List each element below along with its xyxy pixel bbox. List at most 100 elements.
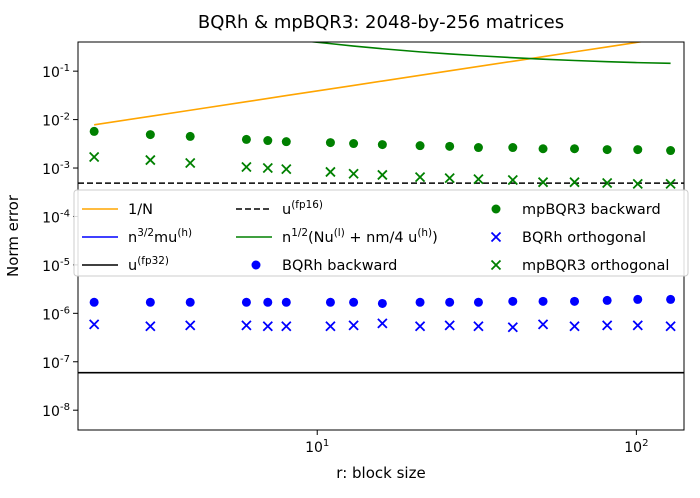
y-tick-label: 10-4 (42, 208, 70, 226)
marker-circle (415, 141, 425, 151)
marker-x (632, 320, 643, 331)
legend: 1/N n3/2mu(h) u(fp32) u(fp16) n1/2(Nu(l) + n… (73, 189, 689, 277)
marker-x (262, 321, 273, 332)
marker-circle (349, 139, 359, 149)
marker-circle (570, 144, 580, 154)
marker-x (262, 162, 273, 174)
marker-circle (570, 296, 580, 306)
y-tick-label: 10-7 (42, 354, 70, 372)
x-tick-label: 102 (624, 438, 648, 456)
legend-label: n1/2(Nu(l) + nm/4 u(h)) (282, 227, 438, 246)
marker-circle (377, 298, 387, 308)
marker-circle (508, 143, 518, 153)
marker-x (444, 172, 455, 184)
marker-circle (602, 145, 612, 155)
legend-marker (490, 259, 502, 271)
marker-x (89, 319, 100, 330)
marker-x (281, 321, 292, 332)
legend-box (73, 189, 689, 277)
marker-circle (349, 297, 359, 307)
marker-x (325, 321, 336, 332)
marker-circle (473, 297, 483, 307)
chart-title: BQRh & mpBQR3: 2048-by-256 matrices (198, 12, 564, 33)
legend-label: 1/N (128, 202, 153, 218)
series-line (306, 42, 671, 65)
marker-circle (89, 297, 99, 307)
marker-circle (185, 297, 195, 307)
marker-x (569, 177, 580, 188)
marker-x (241, 320, 252, 331)
marker-x (537, 177, 549, 188)
marker-x (507, 174, 518, 186)
marker-circle (263, 136, 273, 146)
x-tick-label: 101 (305, 438, 329, 456)
marker-x (665, 178, 676, 190)
legend-label: u(fp32) (128, 255, 169, 274)
marker-x (632, 178, 643, 190)
marker-x (185, 320, 196, 331)
legend-label: BQRh orthogonal (522, 230, 646, 246)
marker-x (377, 169, 388, 181)
legend-marker (490, 231, 502, 243)
legend-marker (491, 204, 501, 214)
marker-circle (325, 138, 335, 148)
marker-circle (538, 144, 548, 154)
y-tick-label: 10-8 (42, 402, 70, 420)
marker-x (89, 151, 100, 163)
y-tick-label: 10-6 (42, 305, 70, 323)
legend-label: mpBQR3 orthogonal (522, 258, 669, 274)
plot-area (78, 42, 684, 374)
marker-x (602, 320, 613, 331)
marker-x (473, 321, 484, 332)
x-axis-label: r: block size (336, 464, 425, 482)
marker-circle (325, 297, 335, 307)
legend-label: mpBQR3 backward (522, 202, 661, 218)
marker-x (348, 168, 359, 179)
marker-x (414, 321, 426, 332)
marker-circle (666, 146, 676, 156)
marker-circle (377, 140, 387, 150)
legend-marker (251, 260, 261, 270)
marker-circle (538, 296, 548, 306)
y-tick-label: 10-5 (42, 257, 70, 275)
marker-x (377, 318, 388, 329)
marker-circle (445, 141, 455, 151)
marker-circle (633, 294, 643, 304)
marker-x (325, 166, 336, 178)
marker-x (348, 320, 359, 331)
legend-label: n3/2mu(h) (128, 227, 192, 246)
marker-x (537, 319, 549, 330)
legend-label: BQRh backward (282, 258, 397, 274)
y-tick-label: 10-1 (42, 63, 70, 81)
marker-circle (633, 145, 643, 155)
marker-x (569, 321, 580, 332)
marker-circle (281, 297, 291, 307)
marker-x (145, 321, 156, 332)
marker-circle (145, 297, 155, 307)
marker-x (414, 171, 426, 183)
marker-circle (145, 130, 155, 140)
marker-circle (89, 126, 99, 136)
marker-x (281, 163, 292, 175)
y-axis-label: Norm error (4, 194, 22, 277)
marker-circle (185, 131, 195, 141)
marker-circle (263, 297, 273, 307)
y-tick-label: 10-2 (42, 112, 70, 130)
marker-circle (666, 294, 676, 304)
marker-circle (281, 137, 291, 147)
marker-circle (602, 295, 612, 305)
marker-x (145, 154, 156, 166)
marker-x (473, 173, 484, 185)
marker-circle (241, 134, 251, 144)
marker-x (602, 177, 613, 189)
marker-circle (473, 143, 483, 153)
marker-x (241, 161, 252, 173)
marker-x (444, 320, 455, 331)
series-line (94, 42, 645, 126)
marker-circle (415, 297, 425, 307)
marker-x (507, 322, 518, 333)
marker-circle (508, 296, 518, 306)
marker-circle (445, 297, 455, 307)
marker-x (185, 157, 196, 169)
